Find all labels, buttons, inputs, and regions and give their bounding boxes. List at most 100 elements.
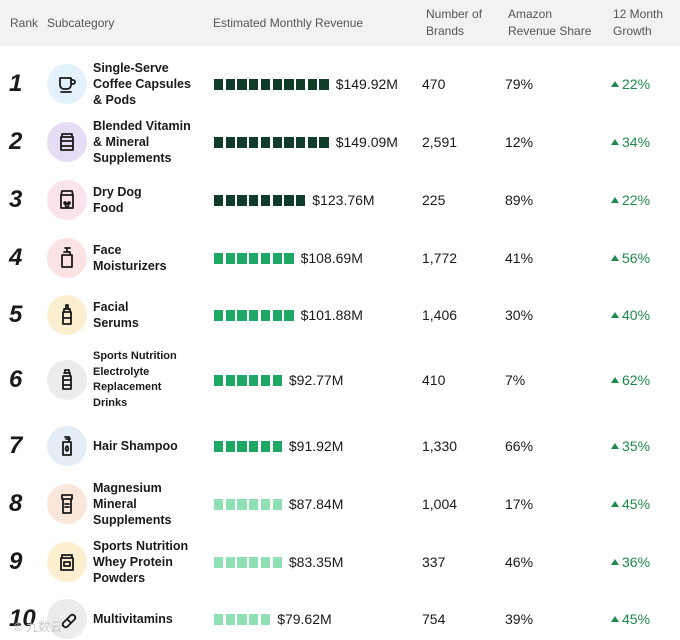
subcategory-name-line: Coffee Capsules (93, 77, 191, 91)
revenue-bar-segment (272, 440, 282, 452)
header-subcategory: Subcategory (47, 16, 115, 30)
revenue-bar-segment (249, 78, 259, 90)
table-header: Rank Subcategory Estimated Monthly Reven… (0, 0, 680, 46)
revenue-bar-segment (307, 136, 317, 148)
revenue-bar-segment (272, 252, 282, 264)
amazon-share: 12% (505, 134, 534, 150)
revenue-bar-segment (260, 252, 271, 264)
growth-percent: 45% (622, 611, 651, 627)
revenue-bar-segment (272, 194, 282, 206)
revenue-label: $108.69M (300, 250, 363, 266)
revenue-bar-segment (249, 136, 259, 148)
revenue-bar-segment (225, 78, 236, 90)
growth-percent: 22% (622, 76, 651, 92)
revenue-bar-segment (249, 374, 259, 386)
revenue-bar-segment (249, 194, 259, 206)
supplement-jar-icon (60, 133, 74, 151)
header-share-line1: Amazon (508, 7, 553, 21)
revenue-bar-segment (284, 252, 294, 264)
revenue-label: $83.35M (288, 554, 344, 570)
up-arrow-icon (611, 616, 619, 622)
revenue-bar-segment (225, 613, 236, 625)
category-icon-badge (47, 426, 87, 466)
category-icon-badge (47, 484, 87, 524)
up-arrow-icon (611, 443, 619, 449)
header-share: Amazon Revenue Share (508, 6, 608, 40)
revenue-bar-segment (319, 136, 329, 148)
amazon-share: 46% (505, 554, 534, 570)
revenue-bar-segment (295, 78, 306, 90)
subcategory-name-line: Replacement (93, 381, 162, 393)
category-icon-badge (47, 180, 87, 220)
shampoo-bottle-icon (62, 436, 72, 456)
subcategory-name-line: Supplements (93, 151, 172, 165)
revenue-bar-segment (237, 374, 247, 386)
revenue-bar-segment (249, 309, 259, 321)
subcategory-name-line: Powders (93, 571, 146, 585)
revenue-bar-segment (214, 78, 224, 90)
revenue-bar-segment (249, 440, 259, 452)
revenue-bar-segment (225, 374, 236, 386)
brand-count: 225 (422, 192, 446, 208)
revenue-bar-segment (237, 78, 247, 90)
up-arrow-icon (611, 377, 619, 383)
amazon-share: 89% (505, 192, 534, 208)
subcategory-name-line: Facial (93, 300, 129, 314)
subcategory-name-line: Whey Protein (93, 555, 173, 569)
revenue-bar-segment (260, 194, 271, 206)
up-arrow-icon (611, 139, 619, 145)
category-icon-badge (47, 122, 87, 162)
subcategory-name: Multivitamins (93, 611, 213, 627)
subcategory-name: Dry Dog Food (93, 184, 213, 216)
protein-tub-icon (60, 554, 74, 571)
revenue-bar-segment (295, 136, 306, 148)
growth-percent: 35% (622, 438, 651, 454)
revenue-bar-segment (295, 194, 306, 206)
revenue-bar-segment (249, 556, 259, 568)
revenue-bar-segment (249, 613, 259, 625)
pump-bottle-icon (61, 247, 73, 268)
subcategory-name: Sports Nutrition Whey Protein Powders (93, 538, 213, 586)
subcategory-name-line: Single-Serve (93, 61, 169, 75)
revenue-bar-segment (284, 309, 294, 321)
revenue-bar-segment (225, 194, 236, 206)
growth-percent: 36% (622, 554, 651, 570)
serum-bottle-icon (62, 304, 72, 325)
amazon-share: 7% (505, 372, 526, 388)
header-brands-line1: Number of (426, 7, 483, 21)
revenue-bar-segment (214, 136, 224, 148)
revenue-bar-segment (284, 78, 294, 90)
growth-value: 34% (611, 134, 650, 150)
revenue-bar-segment (272, 498, 282, 510)
up-arrow-icon (611, 197, 619, 203)
brand-count: 337 (422, 554, 446, 570)
header-revenue: Estimated Monthly Revenue (213, 16, 364, 30)
revenue-bar-segment (260, 498, 271, 510)
brand-count: 470 (422, 76, 446, 92)
revenue-bar-segment (237, 136, 247, 148)
revenue-label: $92.77M (288, 372, 344, 388)
header-brands: Number of Brands (426, 6, 506, 40)
growth-value: 22% (611, 192, 650, 208)
revenue-bar-segment (272, 78, 282, 90)
revenue-bar-segment (237, 309, 247, 321)
revenue-bar-segment (214, 556, 224, 568)
revenue-bar-segment (214, 613, 224, 625)
growth-percent: 40% (622, 307, 651, 323)
revenue-bar-segment (237, 556, 247, 568)
growth-value: 36% (611, 554, 650, 570)
growth-value: 40% (611, 307, 650, 323)
rank-number: 1 (9, 70, 23, 97)
revenue-bar-segment (214, 309, 224, 321)
brand-count: 1,004 (422, 496, 458, 512)
growth-percent: 56% (622, 250, 651, 266)
growth-value: 35% (611, 438, 650, 454)
rank-number: 8 (9, 490, 23, 517)
category-icon-badge (47, 542, 87, 582)
up-arrow-icon (611, 255, 619, 261)
revenue-bar-segment (225, 556, 236, 568)
growth-value: 62% (611, 372, 650, 388)
growth-value: 45% (611, 496, 650, 512)
revenue-bar-segment (225, 252, 236, 264)
brand-count: 1,406 (422, 307, 458, 323)
